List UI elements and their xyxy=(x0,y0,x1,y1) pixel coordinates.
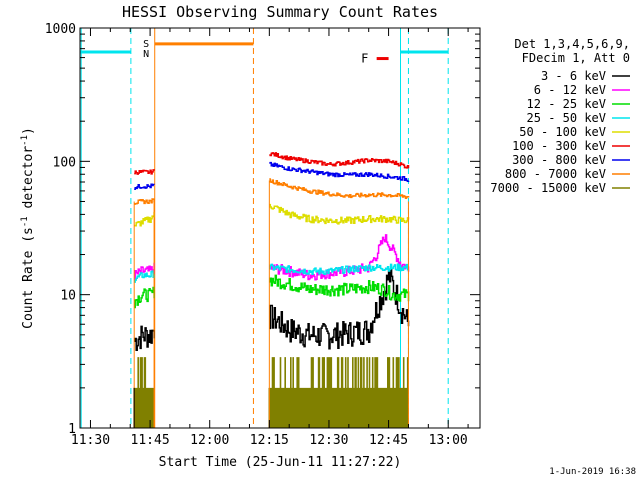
series-50-100-keV-seg1 xyxy=(134,211,155,227)
series-800-7000-keV-seg2 xyxy=(269,178,410,199)
y-tick-label: 10 xyxy=(60,289,76,304)
annotation-N: N xyxy=(143,49,149,60)
series-50-100-keV-seg2 xyxy=(269,203,410,225)
legend-label: 6 - 12 keV xyxy=(534,83,606,97)
orbit-flags: SN F xyxy=(80,28,449,428)
y-axis-label-main: Count Rate (s xyxy=(21,227,36,329)
series-800-7000-keV-seg1 xyxy=(134,198,155,205)
legend-header-1: Det 1,3,4,5,6,9, xyxy=(514,37,630,51)
series-12-25-keV-seg2 xyxy=(269,274,410,302)
legend-label: 800 - 7000 keV xyxy=(505,167,606,181)
legend: Det 1,3,4,5,6,9, FDecim 1, Att 0 3 - 6 k… xyxy=(490,37,630,195)
x-tick-label: 12:15 xyxy=(250,433,289,448)
legend-header-2: FDecim 1, Att 0 xyxy=(522,51,630,65)
series-25-50-keV-seg2 xyxy=(269,263,410,276)
legend-label: 12 - 25 keV xyxy=(527,97,606,111)
x-tick-label: 12:00 xyxy=(190,433,229,448)
x-tick-label: 12:45 xyxy=(369,433,408,448)
x-tick-label: 11:30 xyxy=(71,433,110,448)
annotation-S: S xyxy=(143,39,149,50)
series-100-300-keV-seg1 xyxy=(134,169,155,175)
y-axis-label-sup2: -1 xyxy=(20,135,30,146)
series-300-800-keV-seg2 xyxy=(269,161,410,182)
footer-timestamp: 1-Jun-2019 16:38 xyxy=(549,467,636,477)
legend-label: 300 - 800 keV xyxy=(512,153,606,167)
y-axis-label-sup1: -1 xyxy=(20,216,30,227)
legend-label: 7000 - 15000 keV xyxy=(490,181,606,195)
axes: 11:30 11:45 12:00 12:15 12:30 12:45 13:00 1 10 10… xyxy=(45,22,480,448)
y-tick-label: 1000 xyxy=(45,22,76,37)
y-axis-label: Count Rate (s-1 detector-1) xyxy=(20,127,36,329)
plot-frame xyxy=(79,27,481,429)
series-100-300-keV-seg2 xyxy=(269,152,410,169)
legend-label: 50 - 100 keV xyxy=(519,125,606,139)
series-300-800-keV-seg1 xyxy=(134,183,155,190)
x-tick-label: 13:00 xyxy=(429,433,468,448)
y-axis-label-end: ) xyxy=(21,127,36,135)
series-6-12-keV-seg1 xyxy=(134,262,155,281)
x-tick-label: 12:30 xyxy=(309,433,348,448)
y-tick-label: 100 xyxy=(53,155,76,170)
series-12-25-keV-seg1 xyxy=(134,286,155,309)
series-layer xyxy=(133,152,410,428)
y-axis-label-mid: detector xyxy=(21,146,36,217)
x-tick-label: 11:45 xyxy=(131,433,170,448)
y-tick-label: 1 xyxy=(68,422,76,437)
legend-label: 25 - 50 keV xyxy=(527,111,606,125)
legend-label: 100 - 300 keV xyxy=(512,139,606,153)
chart-title: HESSI Observing Summary Count Rates xyxy=(122,3,438,21)
series-3-6-keV-seg1 xyxy=(134,325,155,352)
legend-label: 3 - 6 keV xyxy=(541,69,606,83)
x-axis-label: Start Time (25-Jun-11 11:27:22) xyxy=(159,455,402,470)
series-25-50-keV-seg1 xyxy=(134,270,155,283)
annotation-F: F xyxy=(361,52,368,66)
